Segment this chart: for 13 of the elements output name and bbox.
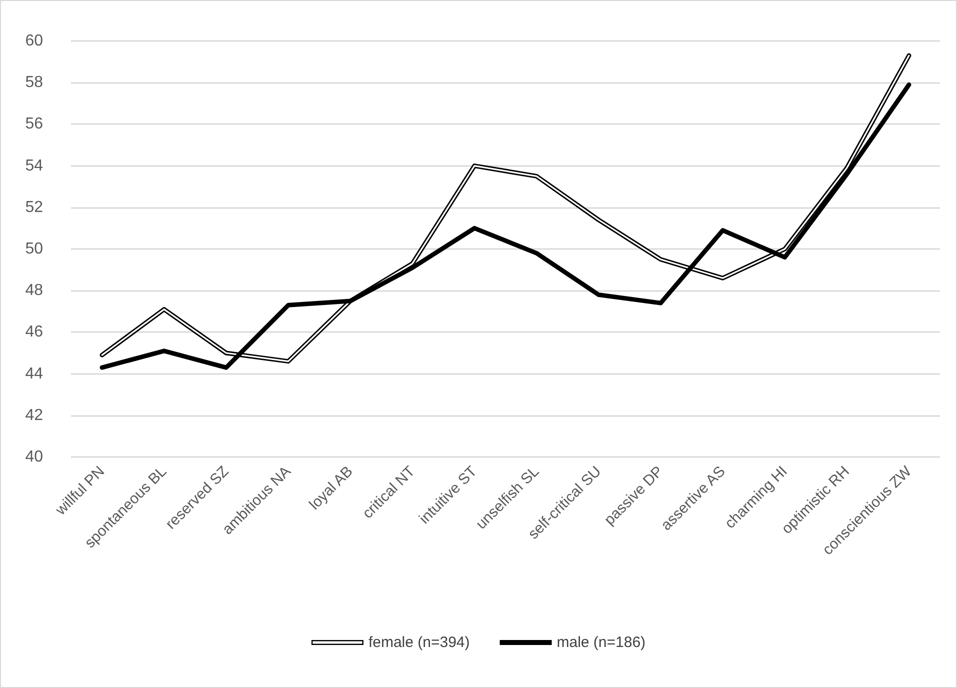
y-tick-label: 54 bbox=[25, 157, 44, 174]
y-tick-label: 48 bbox=[25, 282, 44, 300]
legend-label: male (n=186) bbox=[556, 634, 646, 651]
y-tick-label: 58 bbox=[25, 74, 44, 92]
legend-label: female (n=394) bbox=[368, 634, 470, 651]
y-tick-label: 56 bbox=[25, 116, 44, 133]
y-tick-label: 46 bbox=[25, 324, 44, 341]
y-tick-label: 42 bbox=[25, 406, 44, 424]
y-tick-label: 44 bbox=[25, 365, 44, 382]
y-tick-label: 40 bbox=[25, 448, 44, 466]
y-tick-label: 52 bbox=[25, 198, 44, 216]
y-tick-label: 50 bbox=[25, 240, 44, 258]
y-tick-label: 60 bbox=[25, 32, 44, 50]
